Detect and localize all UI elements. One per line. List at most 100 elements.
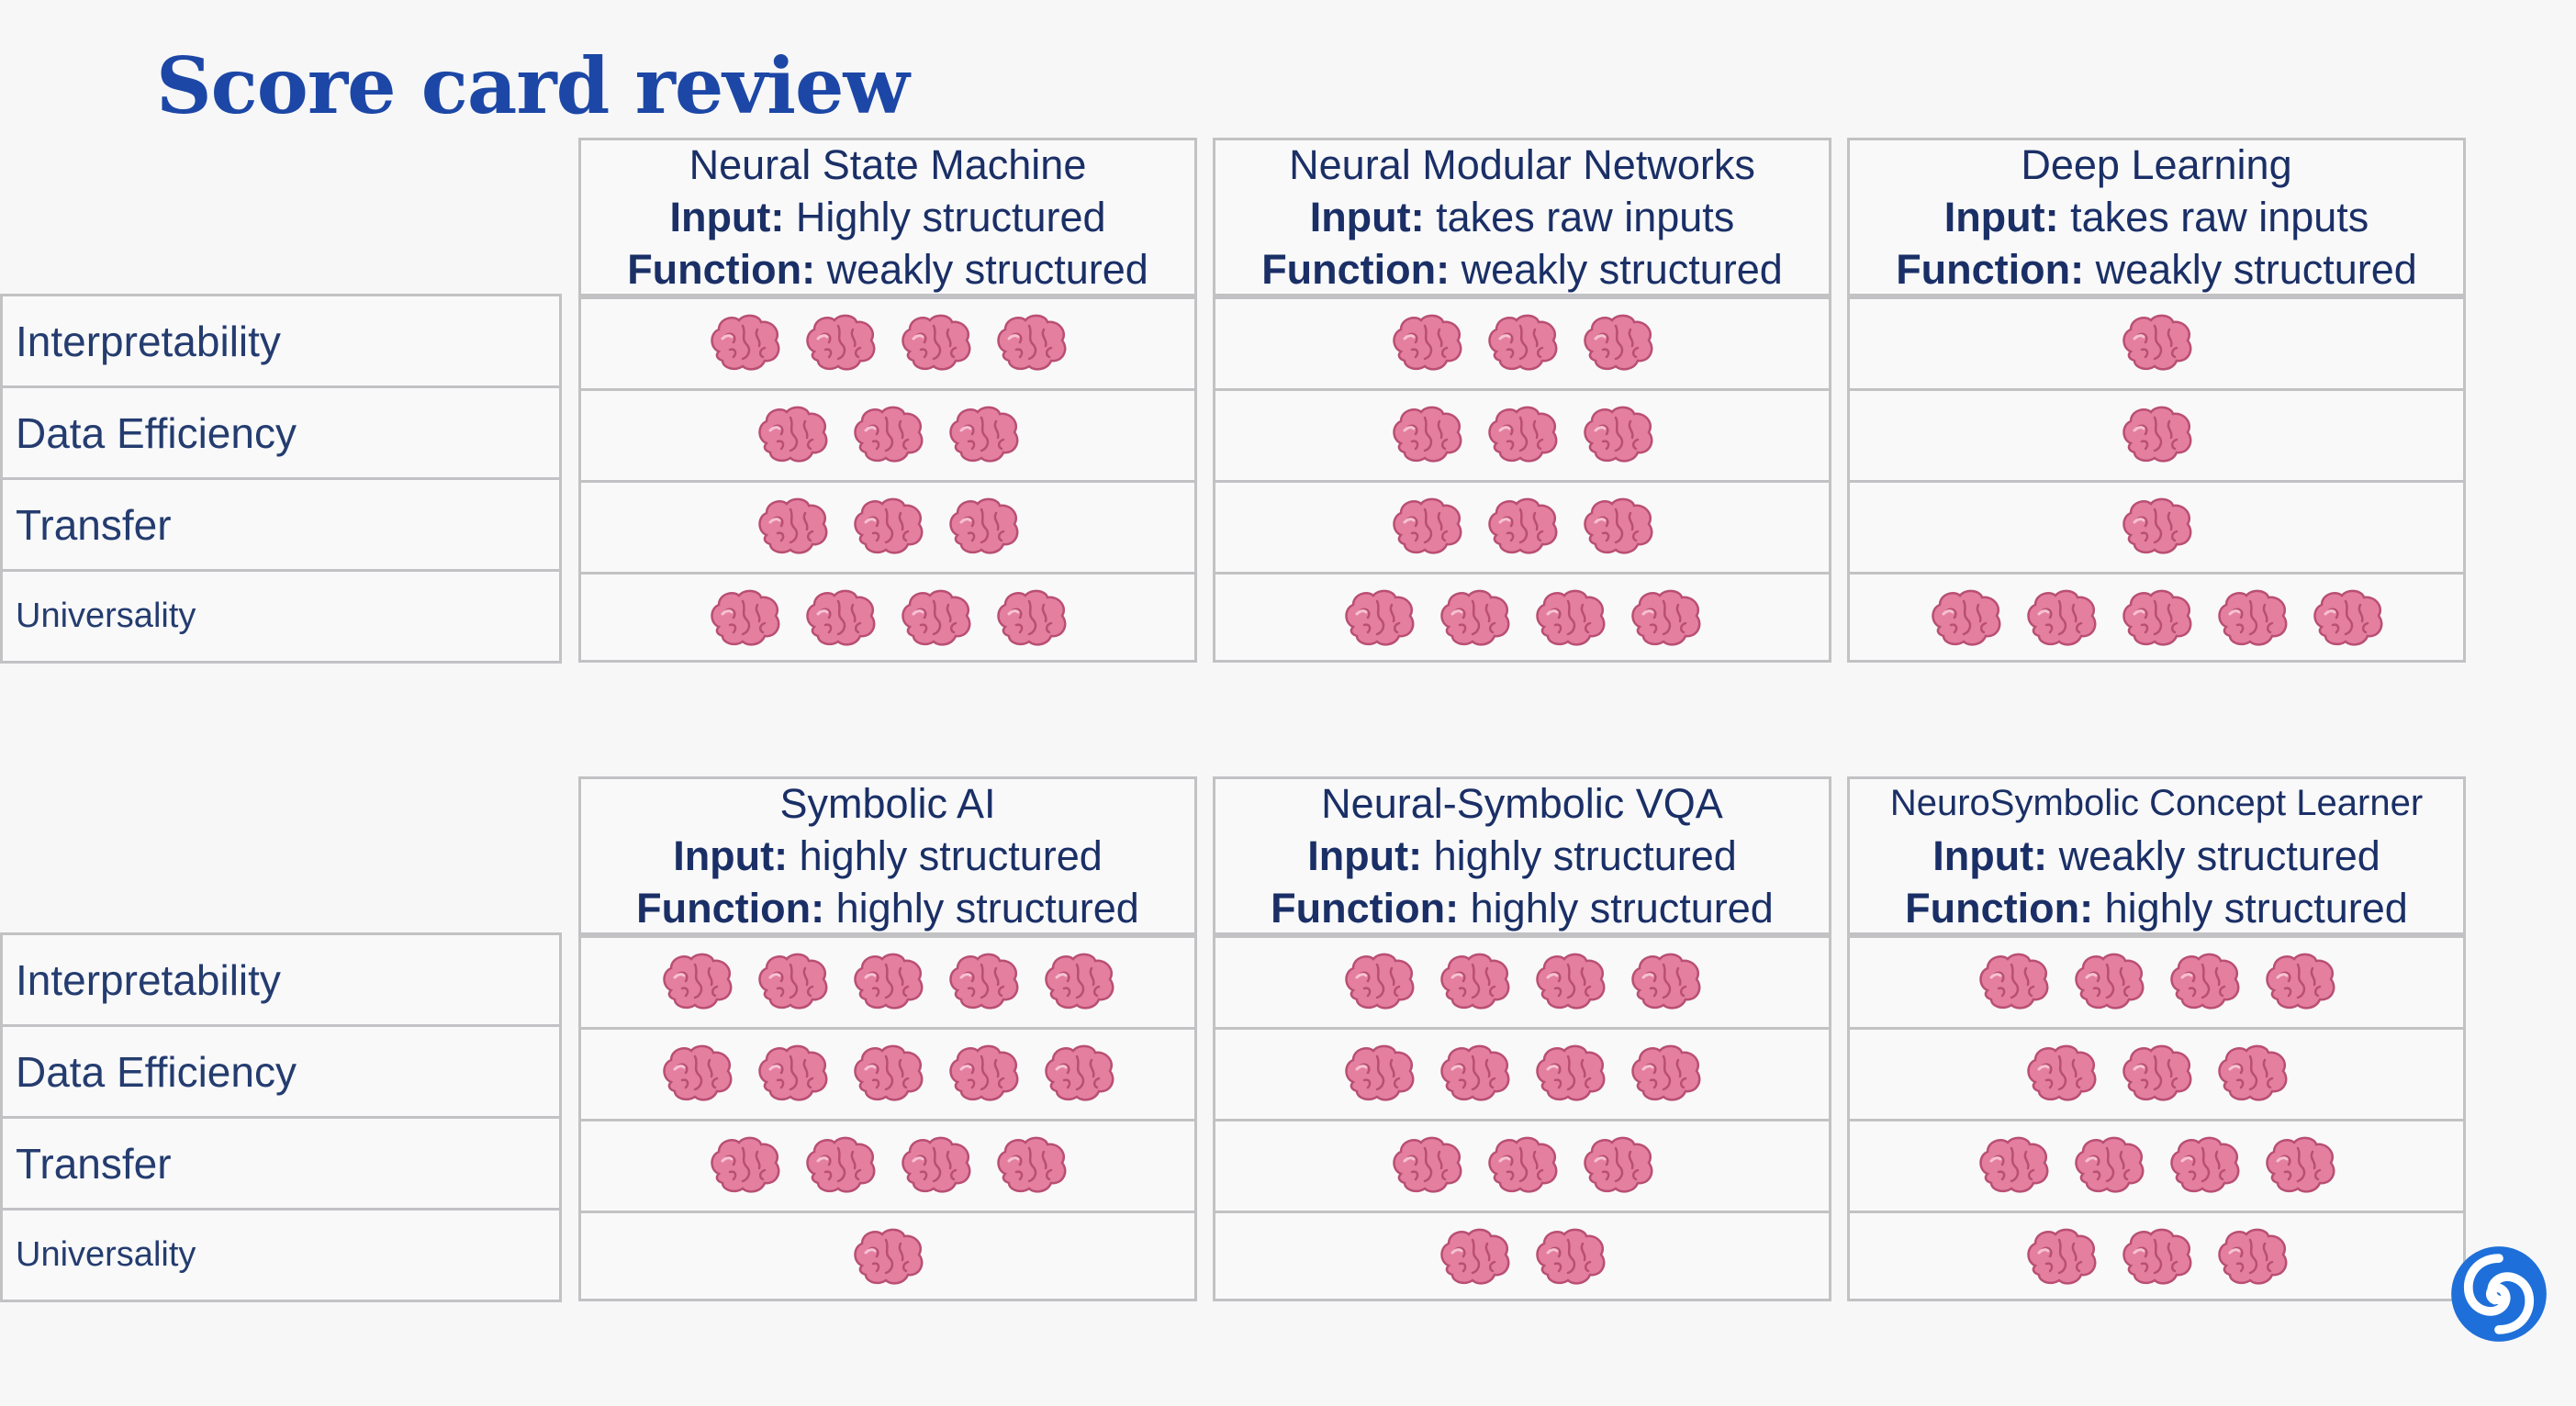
input-line: Input: highly structured [673,830,1103,882]
brain-icon [2118,311,2195,377]
brain-icon [2118,1042,2195,1108]
score-cell [1850,480,2463,572]
column-neural-state-machine: Neural State Machine Input: Highly struc… [578,138,1197,663]
score-cell [1215,480,1829,572]
brain-icon [1484,403,1561,469]
score-cell [1215,1027,1829,1119]
column-title: Deep Learning [2021,141,2292,188]
brain-icon [2070,950,2147,1016]
brain-icon [2309,586,2386,653]
brain-icon [2118,586,2195,653]
brain-icon [992,586,1070,653]
brain-icon [1484,495,1561,561]
input-value: highly structured [1433,832,1737,879]
column-header: Neural State Machine Input: Highly struc… [581,140,1194,296]
function-line: Function: weakly structured [1896,243,2417,296]
score-cell [1850,935,2463,1027]
function-value: highly structured [2104,885,2408,932]
brain-icon [945,403,1022,469]
brain-icon [1531,1225,1608,1291]
brain-icon [754,403,831,469]
brain-icon [945,495,1022,561]
function-line: Function: highly structured [1271,882,1774,934]
score-cell [581,1119,1194,1211]
brain-icon [658,950,735,1016]
deepmind-logo [2451,1246,2547,1342]
score-cell [581,296,1194,388]
input-label: Input: [1932,832,2048,879]
brain-icon [1579,403,1656,469]
brain-icon [849,495,926,561]
brain-icon [849,403,926,469]
brain-icon [2022,1042,2100,1108]
column-title: Symbolic AI [779,780,996,827]
brain-icon [1927,586,2004,653]
input-label: Input: [669,194,785,240]
score-table-top: Interpretability Data Efficiency Transfe… [0,138,2576,670]
brain-icon [1340,950,1417,1016]
function-value: highly structured [1470,885,1774,932]
brain-icon [1975,1133,2052,1200]
input-line: Input: highly structured [1307,830,1737,882]
brain-icon [945,1042,1022,1108]
input-line: Input: takes raw inputs [1944,191,2369,243]
brain-icon [849,950,926,1016]
row-label-interpretability: Interpretability [16,955,281,1004]
brain-icon [1975,950,2052,1016]
function-line: Function: highly structured [1905,882,2408,934]
score-cell [1215,1119,1829,1211]
brain-icon [658,1042,735,1108]
brain-icon [1579,495,1656,561]
brain-icon [1484,311,1561,377]
column-symbolic-ai: Symbolic AI Input: highly structured Fun… [578,776,1197,1301]
score-cell [1850,296,2463,388]
score-cell [1215,388,1829,480]
column-neurosymbolic-concept-learner: NeuroSymbolic Concept Learner Input: wea… [1847,776,2466,1301]
input-value: highly structured [799,832,1103,879]
function-line: Function: weakly structured [1261,243,1783,296]
brain-icon [897,1133,974,1200]
brain-icon [2213,1225,2290,1291]
brain-icon [2166,950,2243,1016]
brain-icon [2166,1133,2243,1200]
brain-icon [849,1042,926,1108]
column-deep-learning: Deep Learning Input: takes raw inputs Fu… [1847,138,2466,663]
function-line: Function: weakly structured [627,243,1148,296]
brain-icon [1579,311,1656,377]
score-cell [1850,1119,2463,1211]
function-label: Function: [1271,885,1460,932]
function-label: Function: [627,246,816,293]
brain-icon [2261,1133,2338,1200]
brain-icon [2213,586,2290,653]
score-cell [1215,935,1829,1027]
brain-icon [1627,586,1704,653]
brain-icon [992,311,1070,377]
input-label: Input: [673,832,789,879]
row-label-data-efficiency: Data Efficiency [3,385,559,477]
score-cell [581,572,1194,664]
brain-icon [706,311,783,377]
score-cell [581,388,1194,480]
brain-icon [754,1042,831,1108]
score-cell [581,1027,1194,1119]
brain-icon [849,1225,926,1291]
function-value: weakly structured [826,246,1148,293]
brain-icon [2022,586,2100,653]
column-header: Neural-Symbolic VQA Input: highly struct… [1215,779,1829,935]
function-label: Function: [1261,246,1450,293]
function-label: Function: [636,885,825,932]
page-title: Score card review [156,40,910,131]
function-line: Function: highly structured [636,882,1139,934]
brain-icon [754,495,831,561]
column-neural-symbolic-vqa: Neural-Symbolic VQA Input: highly struct… [1213,776,1831,1301]
brain-icon [2213,1042,2290,1108]
brain-icon [1040,1042,1117,1108]
brain-icon [945,950,1022,1016]
brain-icon [1627,950,1704,1016]
row-label-data-efficiency: Data Efficiency [3,1024,559,1116]
brain-icon [1388,495,1465,561]
score-cell [1215,296,1829,388]
brain-icon [1627,1042,1704,1108]
brain-icon [801,311,879,377]
column-title: Neural Modular Networks [1289,141,1755,188]
